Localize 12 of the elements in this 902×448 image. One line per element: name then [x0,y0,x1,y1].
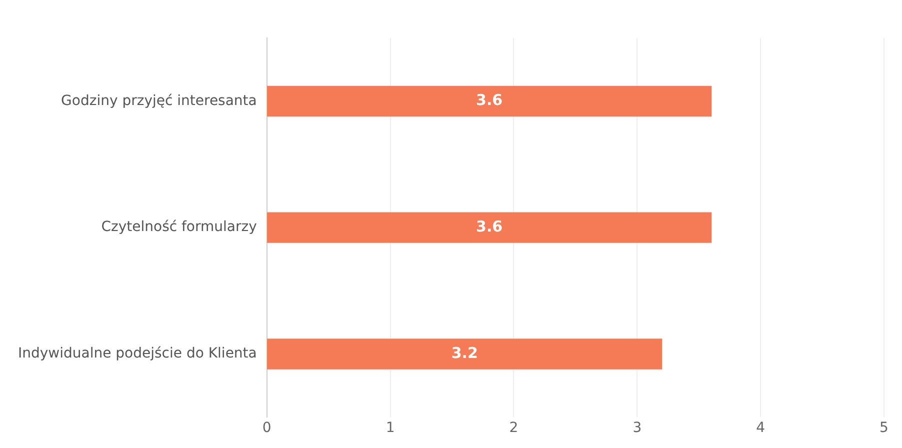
x-tick-label: 0 [262,420,272,436]
y-tick-label: Czytelność formularzy [101,219,257,236]
data-label: 3.6 [476,91,503,110]
x-tick-label: 3 [632,420,642,436]
x-tick-label: 5 [880,420,888,436]
x-tick-label: 1 [386,420,395,436]
x-tick-label: 2 [509,420,518,436]
data-label: 3.6 [476,217,503,236]
y-tick-label: Godziny przyjęć interesanta [61,92,257,109]
y-tick-label: Indywidualne podejście do Klienta [18,346,257,362]
x-tick-label: 4 [756,420,766,436]
data-label: 3.2 [451,344,478,362]
